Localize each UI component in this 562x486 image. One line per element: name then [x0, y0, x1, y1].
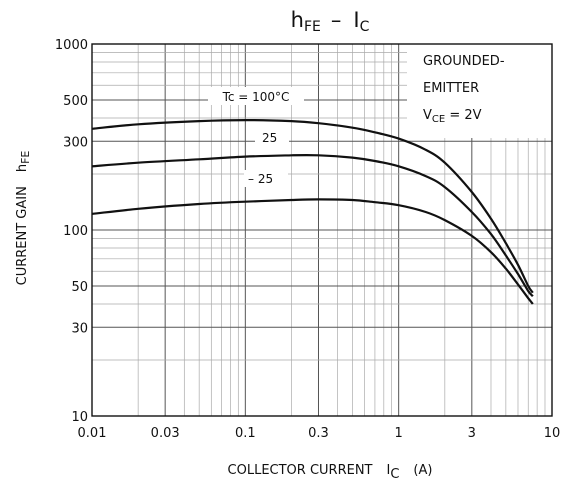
x-tick-label: 0.1 — [235, 426, 256, 441]
x-tick-label: 0.3 — [308, 426, 329, 441]
y-tick-label: 300 — [63, 135, 88, 150]
annotation-tc-100: Tc = 100°C — [222, 90, 290, 104]
x-tick-label: 0.03 — [151, 426, 180, 441]
conditions-line2: EMITTER — [423, 81, 479, 96]
conditions-line1: GROUNDED- — [423, 54, 505, 69]
vce-val: = 2V — [445, 108, 481, 123]
x-axis-label: COLLECTOR CURRENT IC (A) — [228, 463, 433, 482]
xlabel-pre: COLLECTOR CURRENT — [228, 463, 373, 478]
series-line-2 — [91, 198, 534, 305]
title-sep: – — [331, 8, 342, 32]
conditions-vce: VCE = 2V — [423, 108, 482, 125]
annotation-minus-25: – 25 — [248, 172, 273, 186]
title-main-sub: FE — [304, 19, 321, 35]
xlabel-var-sub: C — [390, 467, 399, 482]
series-layer — [91, 118, 534, 305]
x-tick-label: 3 — [468, 426, 476, 441]
title-var-sub: C — [360, 19, 370, 35]
title-main: h — [291, 8, 304, 32]
ylabel-var: h — [15, 164, 30, 172]
x-tick-label: 1 — [395, 426, 403, 441]
annotation-25-bg — [255, 129, 289, 145]
annotation-100-bg — [208, 87, 304, 105]
x-tick-label: 0.01 — [78, 426, 107, 441]
chart-title: hFE – IC — [291, 8, 370, 35]
vce-sub: CE — [432, 114, 445, 125]
y-tick-label: 50 — [71, 280, 88, 295]
annotation-25: 25 — [262, 131, 277, 145]
series-line-0 — [91, 118, 534, 294]
y-tick-label: 30 — [71, 321, 88, 336]
y-tick-label: 500 — [63, 94, 88, 109]
plot-frame — [91, 43, 553, 417]
tick-labels: 0.01 0.03 0.1 0.3 1 3 10 10 30 50 100 300 500 1000 — [55, 38, 560, 441]
conditions-box — [407, 38, 553, 138]
y-tick-label: 1000 — [55, 38, 88, 53]
title-var: I — [353, 8, 359, 32]
series-line-1 — [91, 154, 534, 298]
y-tick-label: 10 — [71, 410, 88, 425]
y-tick-label: 100 — [63, 224, 88, 239]
ylabel-var-sub: FE — [19, 151, 32, 164]
ylabel-pre: CURRENT GAIN — [15, 186, 30, 285]
y-axis-label: CURRENT GAIN hFE — [15, 151, 32, 286]
x-tick-label: 10 — [544, 426, 561, 441]
vce-var: V — [423, 108, 432, 123]
xlabel-unit: (A) — [413, 463, 432, 478]
xlabel-var: I — [387, 463, 391, 478]
annotation-m25-bg — [244, 170, 288, 187]
